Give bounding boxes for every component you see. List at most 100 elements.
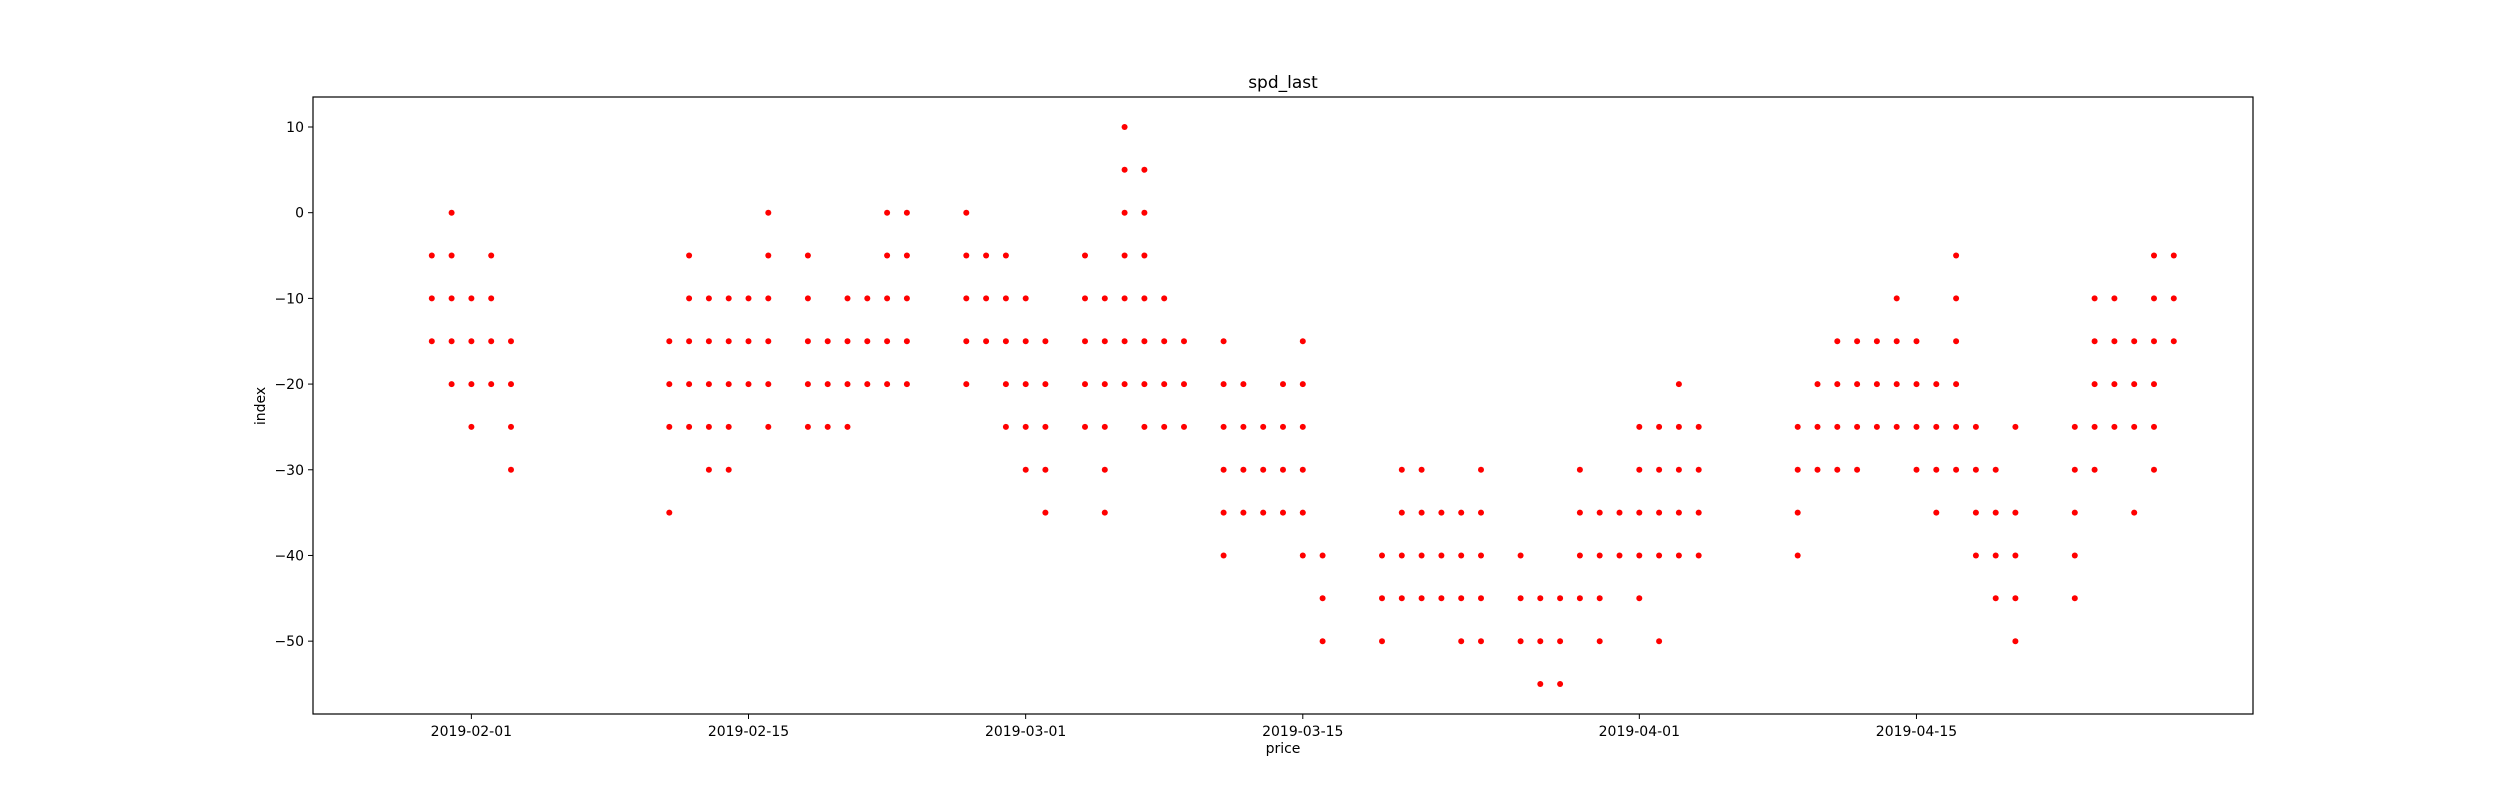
data-point-262 [2012,595,2019,602]
data-point-197 [1636,466,1643,473]
data-point-48 [804,252,811,259]
data-point-200 [1636,595,1643,602]
x-axis: 2019-02-01 2019-02-15 2019-03-01 2019-03-15… [431,714,1957,740]
data-point-99 [1082,423,1088,430]
data-points [428,124,2177,687]
data-point-244 [1933,509,1940,516]
data-point-172 [1478,466,1484,473]
data-point-121 [1161,295,1168,302]
data-point-233 [1893,295,1900,302]
data-point-138 [1260,423,1267,430]
data-point-73 [963,209,970,216]
data-point-127 [1181,423,1187,430]
data-point-249 [1953,295,1960,302]
data-point-208 [1675,466,1682,473]
data-point-64 [884,338,891,345]
data-point-195 [1616,552,1623,559]
data-point-219 [1814,381,1821,388]
data-point-37 [725,423,732,430]
data-point-100 [1082,252,1088,259]
data-point-177 [1517,552,1524,559]
data-point-23 [666,423,673,430]
data-point-225 [1834,466,1841,473]
data-point-51 [804,381,811,388]
data-point-199 [1636,552,1643,559]
data-point-151 [1319,552,1326,559]
data-point-250 [1953,252,1960,259]
data-point-212 [1695,466,1702,473]
x-tick-label: 2019-04-01 [1599,724,1680,740]
data-point-218 [1794,552,1801,559]
data-point-270 [2091,381,2098,388]
data-point-12 [488,252,495,259]
data-point-8 [468,295,475,302]
data-point-214 [1695,552,1702,559]
data-point-280 [2131,423,2138,430]
data-point-284 [2151,338,2157,345]
data-point-46 [765,252,772,259]
data-point-124 [1161,423,1168,430]
data-point-252 [1972,466,1979,473]
data-point-174 [1478,552,1484,559]
data-point-24 [686,252,693,259]
data-point-217 [1794,509,1801,516]
data-point-224 [1834,423,1841,430]
data-point-209 [1675,509,1682,516]
data-point-14 [488,338,495,345]
data-point-42 [765,338,772,345]
data-point-211 [1695,423,1702,430]
data-point-196 [1636,423,1643,430]
data-point-20 [666,509,673,516]
data-point-27 [686,381,693,388]
data-point-171 [1458,638,1465,645]
data-point-203 [1656,509,1663,516]
data-point-104 [1101,423,1108,430]
data-point-176 [1478,638,1484,645]
data-point-158 [1398,552,1405,559]
data-point-147 [1299,423,1306,430]
data-point-92 [1042,381,1049,388]
y-tick-label: −10 [274,291,304,307]
data-point-255 [1992,466,1999,473]
data-point-90 [1022,466,1029,473]
data-point-178 [1517,595,1524,602]
data-point-5 [448,381,455,388]
data-point-85 [1002,423,1009,430]
data-point-146 [1299,381,1306,388]
data-point-207 [1675,423,1682,430]
data-point-278 [2131,338,2138,345]
data-point-71 [903,252,910,259]
data-point-274 [2111,338,2118,345]
data-point-107 [1121,252,1128,259]
data-point-259 [2012,423,2019,430]
data-point-279 [2131,381,2138,388]
data-point-26 [686,338,693,345]
data-point-13 [488,295,495,302]
data-point-25 [686,295,693,302]
data-point-84 [1002,252,1009,259]
data-point-115 [1141,338,1148,345]
data-point-201 [1656,423,1663,430]
data-point-28 [686,423,693,430]
data-point-35 [725,338,732,345]
data-point-220 [1814,423,1821,430]
data-point-213 [1695,509,1702,516]
data-point-32 [705,423,712,430]
data-point-111 [1121,209,1128,216]
data-point-29 [705,295,712,302]
data-point-193 [1596,638,1603,645]
data-point-65 [884,381,891,388]
data-point-109 [1121,338,1128,345]
data-point-159 [1398,595,1405,602]
x-axis-label: price [1266,741,1301,757]
data-point-222 [1834,338,1841,345]
data-point-266 [2071,509,2078,516]
data-point-180 [1537,595,1544,602]
data-point-43 [765,381,772,388]
data-point-78 [983,252,990,259]
data-point-80 [983,338,990,345]
data-point-47 [765,209,772,216]
data-point-103 [1101,381,1108,388]
data-point-236 [1893,423,1900,430]
